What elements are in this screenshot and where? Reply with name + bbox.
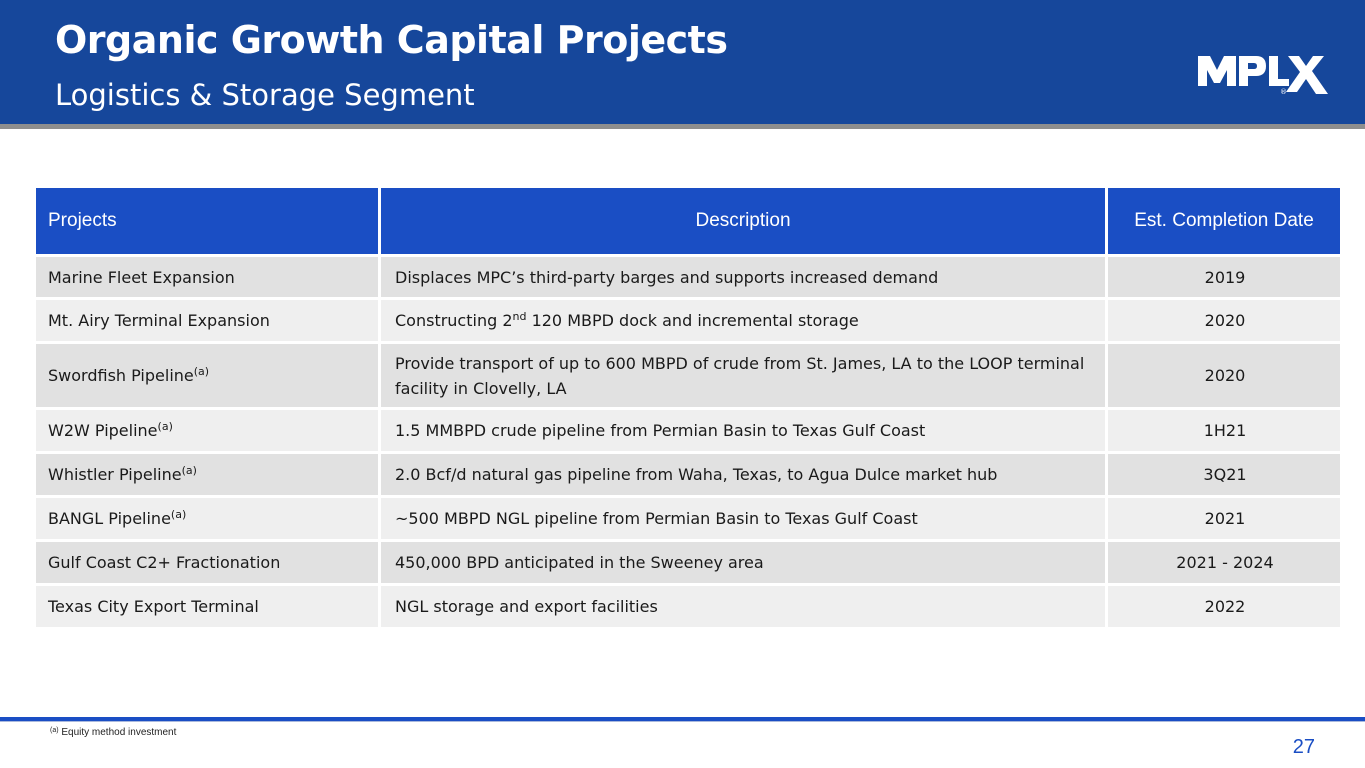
- page-number: 27: [1292, 736, 1315, 758]
- footnote-text: Equity method investment: [58, 727, 177, 738]
- table-header-row: Projects Description Est. Completion Dat…: [36, 188, 1340, 254]
- table-row: BANGL Pipeline(a) ~500 MBPD NGL pipeline …: [36, 498, 1340, 539]
- description-cell: 450,000 BPD anticipated in the Sweeney a…: [381, 542, 1105, 583]
- description-text: ~500 MBPD NGL pipeline from Permian Basi…: [395, 509, 918, 528]
- table-row: Mt. Airy Terminal Expansion Constructing …: [36, 300, 1340, 341]
- page-title: Organic Growth Capital Projects: [55, 18, 728, 62]
- description-text: Constructing 2: [395, 311, 513, 330]
- ordinal-suffix: nd: [512, 310, 527, 323]
- table-row: Swordfish Pipeline(a) Provide transport o…: [36, 344, 1340, 407]
- description-cell: 1.5 MMBPD crude pipeline from Permian Ba…: [381, 410, 1105, 451]
- project-footnote-marker: (a): [157, 420, 173, 433]
- description-text-continued: 120 MBPD dock and incremental storage: [526, 311, 859, 330]
- description-cell: Displaces MPC’s third-party barges and s…: [381, 257, 1105, 297]
- project-name: W2W Pipeline: [48, 421, 158, 440]
- column-header-completion-date: Est. Completion Date: [1108, 188, 1340, 254]
- completion-date-cell: 3Q21: [1108, 454, 1340, 495]
- logo-letter-l: [1269, 56, 1289, 86]
- mplx-logo: ®: [1198, 56, 1328, 96]
- completion-date-cell: 2020: [1108, 300, 1340, 341]
- project-cell: Texas City Export Terminal: [36, 586, 378, 627]
- description-cell: NGL storage and export facilities: [381, 586, 1105, 627]
- footnote: (a) Equity method investment: [50, 727, 176, 738]
- completion-date-cell: 2021: [1108, 498, 1340, 539]
- completion-date-cell: 2021 - 2024: [1108, 542, 1340, 583]
- logo-letter-x: [1286, 56, 1328, 94]
- project-name: Swordfish Pipeline: [48, 366, 194, 385]
- project-cell: Marine Fleet Expansion: [36, 257, 378, 297]
- description-cell: Provide transport of up to 600 MBPD of c…: [381, 344, 1105, 407]
- project-name: Gulf Coast C2+ Fractionation: [48, 553, 281, 572]
- project-footnote-marker: (a): [181, 464, 197, 477]
- description-cell: Constructing 2nd 120 MBPD dock and incre…: [381, 300, 1105, 341]
- logo-letter-m: [1198, 56, 1236, 86]
- project-name: Marine Fleet Expansion: [48, 267, 235, 287]
- logo-registered-mark: ®: [1280, 88, 1287, 96]
- description-text: 1.5 MMBPD crude pipeline from Permian Ba…: [395, 421, 926, 440]
- description-text: NGL storage and export facilities: [395, 597, 658, 616]
- table-row: W2W Pipeline(a) 1.5 MMBPD crude pipeline …: [36, 410, 1340, 451]
- project-name: Mt. Airy Terminal Expansion: [48, 311, 270, 330]
- completion-date-cell: 2022: [1108, 586, 1340, 627]
- project-cell: Gulf Coast C2+ Fractionation: [36, 542, 378, 583]
- footnote-marker: (a): [50, 727, 59, 734]
- header-divider: [0, 124, 1365, 129]
- completion-date-cell: 2019: [1108, 257, 1340, 297]
- header-banner: [0, 0, 1365, 124]
- project-name: BANGL Pipeline: [48, 509, 171, 528]
- project-cell: Whistler Pipeline(a): [36, 454, 378, 495]
- description-cell: 2.0 Bcf/d natural gas pipeline from Waha…: [381, 454, 1105, 495]
- description-text: 450,000 BPD anticipated in the Sweeney a…: [395, 553, 764, 572]
- column-header-description: Description: [381, 188, 1105, 254]
- projects-table-container: Projects Description Est. Completion Dat…: [36, 185, 1340, 630]
- table-row: Texas City Export Terminal NGL storage an…: [36, 586, 1340, 627]
- project-name: Whistler Pipeline: [48, 465, 182, 484]
- description-text: 2.0 Bcf/d natural gas pipeline from Waha…: [395, 465, 998, 484]
- completion-date-cell: 1H21: [1108, 410, 1340, 451]
- table-row: Whistler Pipeline(a) 2.0 Bcf/d natural ga…: [36, 454, 1340, 495]
- project-cell: Mt. Airy Terminal Expansion: [36, 300, 378, 341]
- column-header-projects: Projects: [36, 188, 378, 254]
- project-name: Texas City Export Terminal: [48, 597, 259, 616]
- description-cell: ~500 MBPD NGL pipeline from Permian Basi…: [381, 498, 1105, 539]
- footer-divider-shadow: [0, 721, 1365, 722]
- logo-letter-p: [1239, 56, 1266, 86]
- project-cell: BANGL Pipeline(a): [36, 498, 378, 539]
- project-footnote-marker: (a): [170, 508, 187, 521]
- completion-date-cell: 2020: [1108, 344, 1340, 407]
- project-footnote-marker: (a): [193, 365, 210, 378]
- table-row: Marine Fleet Expansion Displaces MPC’s th…: [36, 257, 1340, 297]
- description-text: Displaces MPC’s third-party barges and s…: [395, 267, 939, 287]
- project-cell: W2W Pipeline(a): [36, 410, 378, 451]
- page-subtitle: Logistics & Storage Segment: [55, 78, 475, 112]
- projects-table: Projects Description Est. Completion Dat…: [33, 185, 1343, 630]
- footer-divider: [0, 717, 1365, 721]
- project-cell: Swordfish Pipeline(a): [36, 344, 378, 407]
- description-text: Provide transport of up to 600 MBPD of c…: [395, 353, 1085, 398]
- table-row: Gulf Coast C2+ Fractionation 450,000 BPD …: [36, 542, 1340, 583]
